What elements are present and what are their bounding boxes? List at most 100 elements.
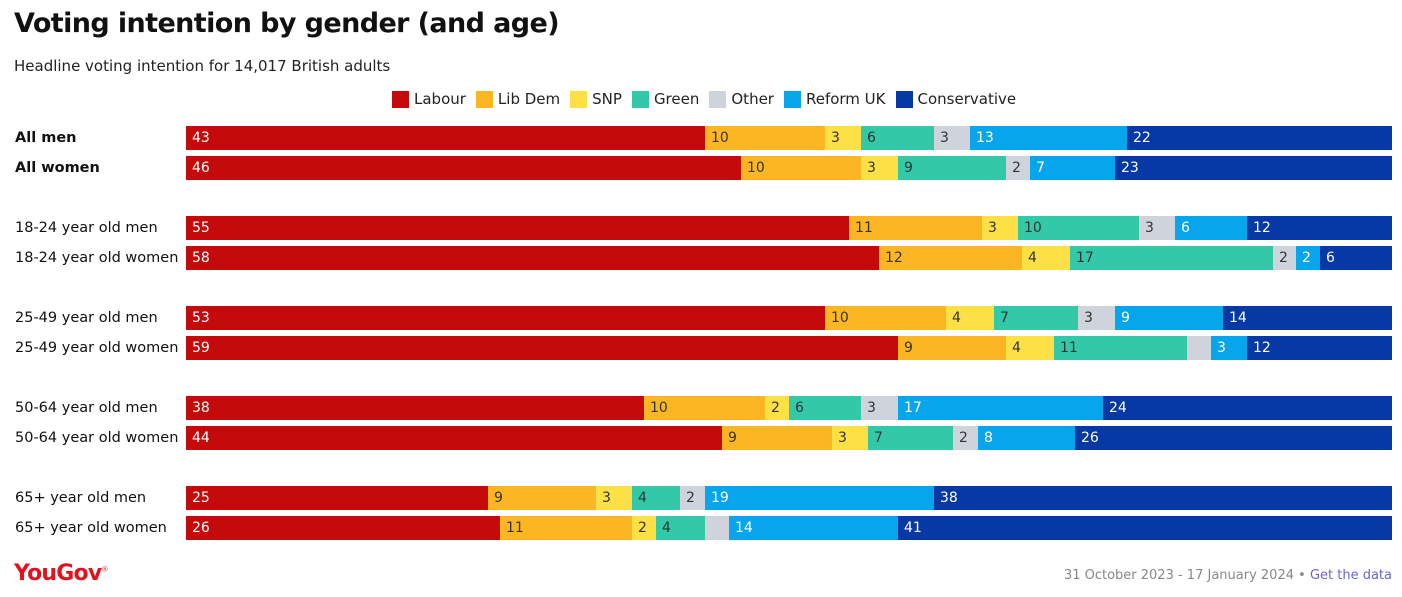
- bar-segment-lib-dem: 10: [741, 156, 861, 180]
- bar-segment-snp: 3: [982, 216, 1018, 240]
- legend-swatch: [783, 90, 801, 108]
- data-label: 23: [1121, 160, 1139, 176]
- legend-swatch: [475, 90, 493, 108]
- bar-segment-green: 17: [1070, 246, 1273, 270]
- data-label: 17: [1076, 250, 1094, 266]
- legend-item-conservative: Conservative: [895, 90, 1016, 108]
- bar-segment-other: 3: [861, 396, 898, 420]
- bar-segment-reform-uk: 13: [970, 126, 1127, 150]
- legend-item-reform-uk: Reform UK: [783, 90, 886, 108]
- bar-segment-conservative: 26: [1075, 426, 1392, 450]
- bar-segment-labour: 46: [186, 156, 741, 180]
- data-label: 11: [855, 220, 873, 236]
- footer: 31 October 2023 - 17 January 2024 • Get …: [1064, 568, 1392, 583]
- data-label: 2: [1279, 250, 1288, 266]
- legend-swatch: [709, 90, 727, 108]
- bar-segment-conservative: 23: [1115, 156, 1392, 180]
- category-label: 18-24 year old men: [15, 220, 158, 236]
- legend-label: Green: [653, 90, 700, 108]
- data-label: 25: [192, 490, 210, 506]
- bar-segment-reform-uk: 8: [978, 426, 1075, 450]
- data-label: 14: [1229, 310, 1247, 326]
- data-label: 7: [1000, 310, 1009, 326]
- bar-segment-snp: 4: [946, 306, 994, 330]
- data-label: 9: [904, 340, 913, 356]
- bar-segment-other: 2: [680, 486, 705, 510]
- bar-segment-green: 4: [656, 516, 705, 540]
- bar-segment-labour: 25: [186, 486, 488, 510]
- data-label: 2: [1012, 160, 1021, 176]
- legend-item-snp: SNP: [570, 90, 622, 108]
- data-label: 2: [1302, 250, 1311, 266]
- bar-segment-snp: 4: [1006, 336, 1054, 360]
- data-label: 4: [638, 490, 647, 506]
- bar-segment-snp: 3: [832, 426, 868, 450]
- data-label: 6: [1181, 220, 1190, 236]
- bar-segment-lib-dem: 10: [644, 396, 765, 420]
- bar-segment-reform-uk: 6: [1175, 216, 1247, 240]
- data-label: 38: [940, 490, 958, 506]
- data-label: 10: [1024, 220, 1042, 236]
- bar-segment-green: 6: [861, 126, 934, 150]
- data-label: 2: [771, 400, 780, 416]
- data-label: 6: [1326, 250, 1335, 266]
- data-label: 3: [831, 130, 840, 146]
- bar-segment-snp: 4: [1022, 246, 1070, 270]
- data-label: 2: [638, 520, 647, 536]
- data-label: 22: [1133, 130, 1151, 146]
- bar-segment-labour: 58: [186, 246, 879, 270]
- data-label: 3: [988, 220, 997, 236]
- data-label: 41: [904, 520, 922, 536]
- data-label: 9: [728, 430, 737, 446]
- data-label: 3: [1145, 220, 1154, 236]
- data-label: 2: [686, 490, 695, 506]
- category-label: 25-49 year old men: [15, 310, 158, 326]
- data-label: 10: [650, 400, 668, 416]
- data-label: 4: [662, 520, 671, 536]
- bar-segment-conservative: 6: [1320, 246, 1392, 270]
- legend-label: Reform UK: [805, 90, 886, 108]
- data-label: 10: [831, 310, 849, 326]
- legend-label: Other: [731, 90, 774, 108]
- bar-segment-lib-dem: 12: [879, 246, 1022, 270]
- data-label: 4: [952, 310, 961, 326]
- bar-segment-conservative: 41: [898, 516, 1392, 540]
- category-label: 65+ year old men: [15, 490, 147, 506]
- bar-segment-labour: 26: [186, 516, 500, 540]
- bar-segment-other: 3: [934, 126, 970, 150]
- data-label: 3: [1084, 310, 1093, 326]
- bar-segment-conservative: 14: [1223, 306, 1392, 330]
- bar-segment-green: 7: [868, 426, 953, 450]
- bar-segment-lib-dem: 10: [825, 306, 946, 330]
- bar-segment-conservative: 12: [1247, 336, 1392, 360]
- bar-row-50-64-year-old-women: 44 9 3 7 2 8 26: [186, 426, 1392, 450]
- data-label: 10: [747, 160, 765, 176]
- data-label: 7: [874, 430, 883, 446]
- data-label: 26: [192, 520, 210, 536]
- data-label: 6: [795, 400, 804, 416]
- bar-segment-reform-uk: 9: [1115, 306, 1223, 330]
- legend-label: Labour: [414, 90, 466, 108]
- bar-segment-other: [705, 516, 729, 540]
- bar-segment-snp: 3: [596, 486, 632, 510]
- get-the-data-link[interactable]: Get the data: [1309, 568, 1392, 583]
- data-label: 43: [192, 130, 210, 146]
- bar-row-65-year-old-women: 26 11 2 4 14 41: [186, 516, 1392, 540]
- bar-segment-reform-uk: 19: [705, 486, 934, 510]
- bar-segment-lib-dem: 11: [500, 516, 632, 540]
- data-label: 3: [940, 130, 949, 146]
- data-label: 11: [506, 520, 524, 536]
- category-label: All women: [15, 160, 100, 176]
- bar-row-25-49-year-old-men: 53 10 4 7 3 9 14: [186, 306, 1392, 330]
- data-label: 19: [711, 490, 729, 506]
- data-label: 26: [1081, 430, 1099, 446]
- data-label: 3: [838, 430, 847, 446]
- bar-segment-other: 3: [1139, 216, 1175, 240]
- category-label: 18-24 year old women: [15, 250, 179, 266]
- bar-segment-snp: 2: [632, 516, 656, 540]
- bar-segment-lib-dem: 9: [898, 336, 1006, 360]
- bar-segment-snp: 3: [861, 156, 898, 180]
- bar-segment-lib-dem: 10: [705, 126, 825, 150]
- legend-swatch: [631, 90, 649, 108]
- data-label: 12: [1253, 220, 1271, 236]
